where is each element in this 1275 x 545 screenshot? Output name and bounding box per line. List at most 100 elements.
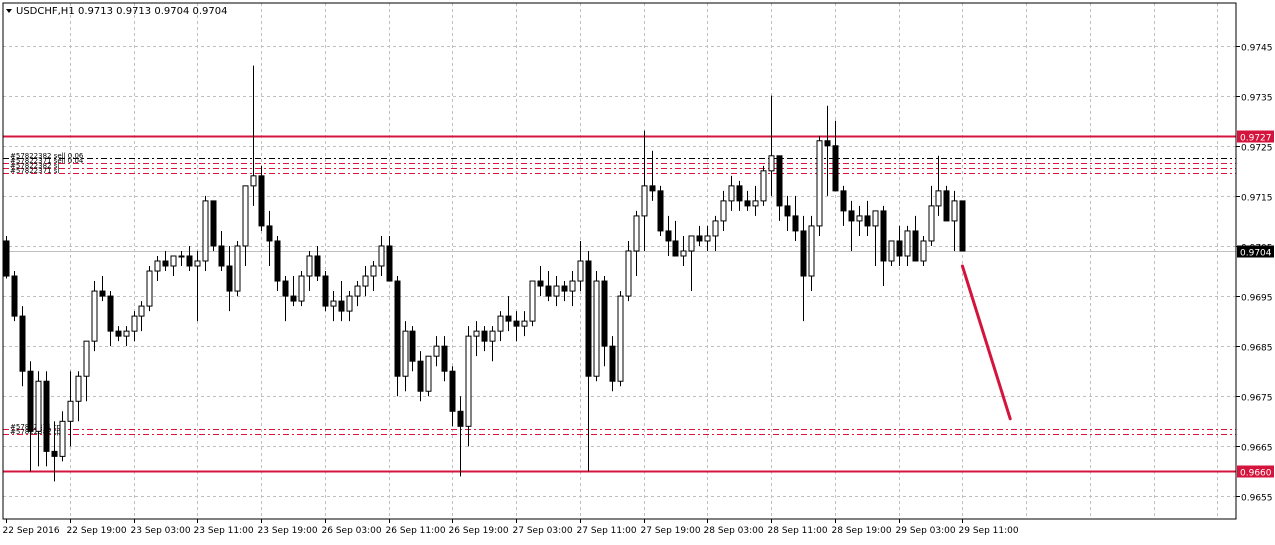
candle-body bbox=[27, 370, 34, 432]
candle-body bbox=[904, 230, 911, 257]
candle-body bbox=[322, 275, 329, 307]
candle-body bbox=[250, 175, 257, 187]
candle-body bbox=[617, 295, 624, 382]
candle-body bbox=[920, 240, 927, 262]
candle-body bbox=[688, 235, 695, 252]
order-label: #57822382 tp bbox=[10, 428, 61, 436]
candle-body bbox=[824, 140, 831, 147]
ohlc-readout: 0.9713 0.9713 0.9704 0.9704 bbox=[78, 6, 228, 17]
candle-body bbox=[290, 295, 297, 302]
candle-body bbox=[593, 280, 600, 377]
x-axis: 22 Sep 2016 22 Sep 19:00 23 Sep 03:00 23 Se… bbox=[3, 519, 1019, 536]
candle-body bbox=[425, 355, 432, 392]
candle-body bbox=[3, 240, 10, 277]
symbol-timeframe: USDCHF,H1 bbox=[16, 6, 75, 17]
candle-body bbox=[123, 330, 130, 337]
candle-body bbox=[465, 335, 472, 427]
candle-body bbox=[832, 145, 839, 192]
candle-body bbox=[935, 190, 942, 207]
candle-body bbox=[449, 370, 456, 412]
candle-body bbox=[959, 200, 966, 252]
candle-body bbox=[912, 230, 919, 262]
candle-body bbox=[91, 290, 98, 342]
candle-body bbox=[162, 260, 169, 267]
candle-body bbox=[226, 265, 233, 292]
candle-body bbox=[170, 255, 177, 267]
candle-body bbox=[154, 260, 161, 272]
candle-body bbox=[138, 305, 145, 317]
y-tick-label: 0.9715 bbox=[1241, 194, 1273, 204]
candle-body bbox=[481, 330, 488, 342]
x-tick-label: 26 Sep 19:00 bbox=[449, 526, 509, 536]
candle-body bbox=[736, 185, 743, 202]
candle-body bbox=[880, 210, 887, 262]
trend-arrow[interactable] bbox=[960, 264, 1012, 421]
candles bbox=[3, 65, 966, 482]
candle-body bbox=[712, 220, 719, 237]
y-tick-label: 0.9675 bbox=[1241, 394, 1273, 404]
candle-body bbox=[497, 315, 504, 332]
x-tick-label: 28 Sep 03:00 bbox=[704, 526, 764, 536]
candle-body bbox=[402, 330, 409, 377]
candle-body bbox=[35, 380, 42, 432]
y-tick-label: 0.9725 bbox=[1241, 144, 1273, 154]
candle-body bbox=[210, 200, 217, 247]
x-tick-label: 28 Sep 11:00 bbox=[768, 526, 828, 536]
x-tick-label: 22 Sep 19:00 bbox=[67, 526, 127, 536]
y-tick-label: 0.9685 bbox=[1241, 344, 1273, 354]
x-tick-label: 22 Sep 2016 bbox=[3, 526, 60, 536]
x-tick-label: 29 Sep 03:00 bbox=[896, 526, 956, 536]
candle-body bbox=[473, 330, 480, 337]
candle-body bbox=[194, 260, 201, 267]
x-tick-label: 27 Sep 03:00 bbox=[513, 526, 573, 536]
y-tick-label: 0.9655 bbox=[1241, 494, 1273, 504]
level-price-tag bbox=[1237, 130, 1274, 143]
candle-body bbox=[386, 245, 393, 282]
candle-body bbox=[11, 275, 18, 317]
candle-body bbox=[67, 400, 74, 422]
x-tick-label: 29 Sep 11:00 bbox=[959, 526, 1019, 536]
level-price-label: 0.9660 bbox=[1240, 469, 1272, 479]
candle-body bbox=[856, 215, 863, 222]
candle-body bbox=[234, 245, 241, 292]
candle-body bbox=[394, 280, 401, 377]
collapse-triangle-icon[interactable] bbox=[6, 9, 12, 13]
candle-body bbox=[641, 185, 648, 217]
candle-body bbox=[561, 285, 568, 292]
candle-body bbox=[242, 185, 249, 247]
current-price-tag bbox=[1237, 245, 1274, 258]
candle-body bbox=[417, 360, 424, 392]
level-lines[interactable] bbox=[3, 135, 1236, 473]
candle-body bbox=[131, 315, 138, 332]
candle-body bbox=[457, 410, 464, 427]
candle-body bbox=[792, 215, 799, 232]
candle-body bbox=[354, 285, 361, 297]
candle-body bbox=[760, 170, 767, 202]
candle-body bbox=[51, 450, 58, 457]
candle-body bbox=[696, 235, 703, 242]
candle-body bbox=[609, 345, 616, 382]
candle-body bbox=[784, 205, 791, 217]
y-tick-label: 0.9745 bbox=[1241, 44, 1273, 54]
candle-body bbox=[409, 330, 416, 362]
x-tick-label: 26 Sep 03:00 bbox=[322, 526, 382, 536]
trend-line bbox=[960, 264, 1012, 421]
candle-body bbox=[665, 230, 672, 242]
candle-body bbox=[601, 280, 608, 347]
candle-body bbox=[282, 280, 289, 297]
candle-body bbox=[186, 255, 193, 267]
candle-body bbox=[99, 290, 106, 297]
candle-body bbox=[728, 185, 735, 202]
candle-body bbox=[83, 340, 90, 377]
candle-body bbox=[633, 215, 640, 252]
candle-body bbox=[330, 300, 337, 307]
candle-body bbox=[672, 240, 679, 257]
candle-body bbox=[896, 240, 903, 257]
candle-body bbox=[553, 285, 560, 297]
candle-body bbox=[744, 200, 751, 207]
x-tick-label: 27 Sep 19:00 bbox=[641, 526, 701, 536]
candle-body bbox=[146, 270, 153, 307]
